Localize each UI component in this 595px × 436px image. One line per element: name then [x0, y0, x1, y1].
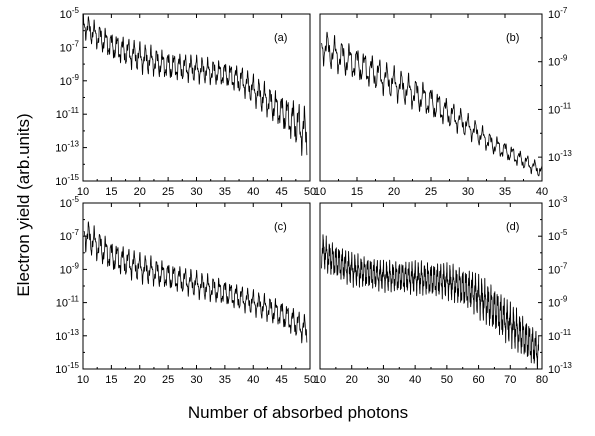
y-tick-label-d: 10-9 — [548, 295, 568, 310]
x-tick-label-d: 80 — [536, 374, 548, 386]
y-tick-label-a: 10-15 — [55, 173, 79, 188]
y-tick-label-c: 10-5 — [60, 195, 80, 210]
y-tick-label-c: 10-9 — [60, 261, 80, 276]
x-tick-label-b: 40 — [536, 186, 548, 198]
series-line-c — [83, 221, 308, 344]
x-tick-label-d: 50 — [441, 374, 453, 386]
panel-c: 10 15 20 25 30 35 40 45 50 10-15 10-13 10-11 10-9 10-… — [55, 195, 316, 386]
x-tick-label-c: 25 — [162, 374, 174, 386]
x-axis-title: Number of absorbed photons — [188, 403, 408, 422]
x-tick-label-d: 70 — [504, 374, 516, 386]
panel-label-d: (d) — [506, 221, 519, 233]
panel-a: 10 15 20 25 30 35 40 45 50 10-15 10-13 10-11 10-9 10-… — [55, 6, 316, 198]
y-tick-label-b: 10-7 — [548, 6, 568, 21]
y-tick-label-a: 10-5 — [60, 6, 80, 21]
x-tick-label-a: 20 — [134, 186, 146, 198]
x-tick-label-d: 20 — [346, 374, 358, 386]
x-tick-label-c: 30 — [190, 374, 202, 386]
y-tick-label-b: 10-13 — [548, 149, 572, 164]
x-tick-label-a: 45 — [276, 186, 288, 198]
x-tick-label-d: 10 — [314, 374, 326, 386]
x-tick-label-c: 35 — [219, 374, 231, 386]
y-tick-label-d: 10-3 — [548, 195, 568, 210]
y-tick-label-d: 10-5 — [548, 228, 568, 243]
x-tick-label-c: 50 — [304, 374, 316, 386]
y-tick-label-a: 10-9 — [60, 73, 80, 88]
y-tick-label-a: 10-7 — [60, 39, 80, 54]
x-tick-label-d: 30 — [377, 374, 389, 386]
x-tick-label-c: 45 — [276, 374, 288, 386]
x-tick-label-a: 15 — [105, 186, 117, 198]
y-tick-label-d: 10-7 — [548, 261, 568, 276]
panel-label-b: (b) — [506, 32, 519, 44]
panel-b: 10 15 20 25 30 35 40 10-13 10-11 10-9 10-7 (b) — [314, 6, 572, 198]
x-tick-label-a: 10 — [77, 186, 89, 198]
panels: 10 15 20 25 30 35 40 45 50 10-15 10-13 10-11 10-9 10-… — [55, 6, 572, 386]
x-tick-label-c: 20 — [134, 374, 146, 386]
x-tick-label-b: 35 — [499, 186, 511, 198]
y-tick-label-b: 10-9 — [548, 54, 568, 69]
series-line-d — [321, 234, 540, 369]
y-tick-label-c: 10-15 — [55, 361, 79, 376]
x-tick-label-a: 30 — [190, 186, 202, 198]
x-tick-label-a: 35 — [219, 186, 231, 198]
x-tick-label-c: 15 — [105, 374, 117, 386]
x-tick-label-a: 25 — [162, 186, 174, 198]
y-tick-label-c: 10-11 — [56, 295, 80, 310]
series-line-a — [83, 14, 308, 156]
y-tick-label-a: 10-11 — [56, 106, 80, 121]
x-tick-label-a: 40 — [247, 186, 259, 198]
y-tick-label-c: 10-7 — [60, 228, 80, 243]
panel-label-a: (a) — [274, 32, 287, 44]
series-line-b — [321, 31, 542, 177]
y-tick-label-d: 10-13 — [548, 361, 572, 376]
x-tick-label-b: 20 — [388, 186, 400, 198]
y-tick-label-d: 10-11 — [548, 328, 572, 343]
y-tick-label-c: 10-13 — [55, 328, 79, 343]
y-axis-title: Electron yield (arb.units) — [14, 113, 33, 296]
y-tick-label-b: 10-11 — [548, 101, 572, 116]
x-tick-label-b: 25 — [425, 186, 437, 198]
x-tick-label-b: 30 — [462, 186, 474, 198]
x-tick-label-b: 10 — [314, 186, 326, 198]
x-tick-label-b: 15 — [351, 186, 363, 198]
panel-label-c: (c) — [274, 221, 287, 233]
x-tick-label-c: 40 — [247, 374, 259, 386]
x-tick-label-d: 60 — [472, 374, 484, 386]
x-tick-label-d: 40 — [409, 374, 421, 386]
y-tick-label-a: 10-13 — [55, 140, 79, 155]
x-tick-label-c: 10 — [77, 374, 89, 386]
x-tick-label-a: 50 — [304, 186, 316, 198]
